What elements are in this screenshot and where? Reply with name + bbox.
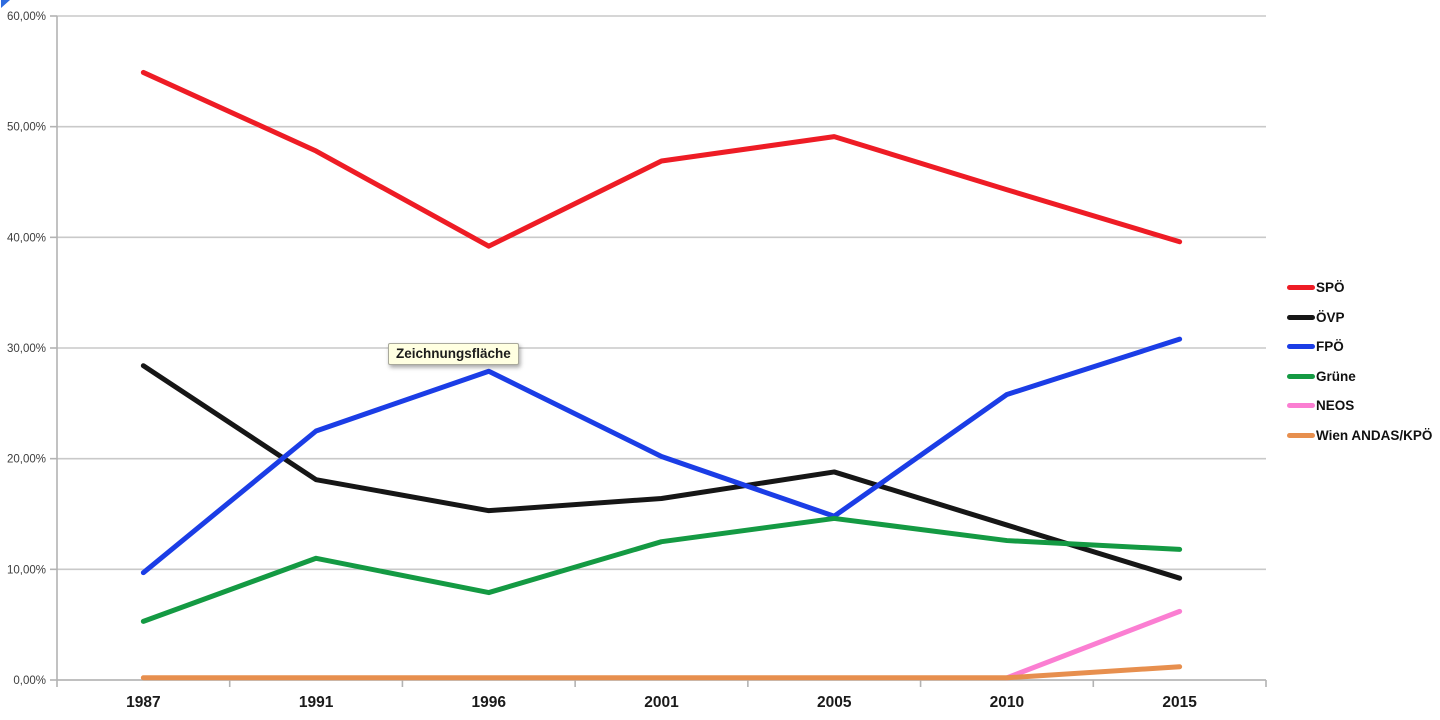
y-axis-label: 60,00% <box>7 11 46 23</box>
y-axis-label: 0,00% <box>13 675 46 687</box>
x-axis-label: 1991 <box>299 694 334 711</box>
y-axis-label: 10,00% <box>7 564 46 576</box>
series-line--vp[interactable] <box>140 363 1183 581</box>
series-line-wien-andas-kp-[interactable] <box>140 664 1183 681</box>
y-axis-label: 30,00% <box>7 343 46 355</box>
legend-swatch-icon <box>1287 285 1315 290</box>
chart-legend: SPÖ ÖVP FPÖ Grüne NEOS Wien ANDAS/KPÖ <box>1287 277 1432 446</box>
legend-label: NEOS <box>1316 398 1355 413</box>
legend-swatch-icon <box>1287 432 1315 438</box>
series-line-neos[interactable] <box>1004 608 1183 681</box>
legend-label: Grüne <box>1316 368 1356 384</box>
y-axis-label: 20,00% <box>7 454 46 466</box>
x-axis-label: 2001 <box>644 694 679 711</box>
x-axis-label: 1987 <box>126 694 160 711</box>
legend-swatch-icon <box>1287 344 1315 349</box>
legend-item--vp[interactable]: ÖVP <box>1287 307 1432 328</box>
x-axis-label: 2005 <box>817 694 852 711</box>
legend-label: SPÖ <box>1316 280 1345 295</box>
series-line-fp-[interactable] <box>140 336 1183 576</box>
legend-swatch-icon <box>1287 314 1315 320</box>
legend-item-fp-[interactable]: FPÖ <box>1287 336 1432 357</box>
legend-swatch-icon <box>1287 373 1315 379</box>
y-axis-label: 50,00% <box>7 122 46 134</box>
x-axis-label: 1996 <box>472 694 507 711</box>
legend-label: FPÖ <box>1316 339 1344 354</box>
series-line-gr-ne[interactable] <box>140 515 1183 624</box>
legend-item-sp-[interactable]: SPÖ <box>1287 277 1432 298</box>
legend-item-gr-ne[interactable]: Grüne <box>1287 366 1432 387</box>
y-axis-label: 40,00% <box>7 232 46 244</box>
selection-handle-icon <box>1 0 10 8</box>
series-line-sp-[interactable] <box>140 69 1183 249</box>
legend-item-wien-andas-kp-[interactable]: Wien ANDAS/KPÖ <box>1287 425 1432 446</box>
legend-label: Wien ANDAS/KPÖ <box>1316 427 1433 443</box>
x-axis-label: 2010 <box>990 694 1024 711</box>
legend-label: ÖVP <box>1316 309 1345 325</box>
legend-item-neos[interactable]: NEOS <box>1287 395 1432 416</box>
plot-area-tooltip: Zeichnungsfläche <box>388 343 519 365</box>
legend-swatch-icon <box>1287 403 1315 408</box>
x-axis-label: 2015 <box>1162 694 1197 711</box>
